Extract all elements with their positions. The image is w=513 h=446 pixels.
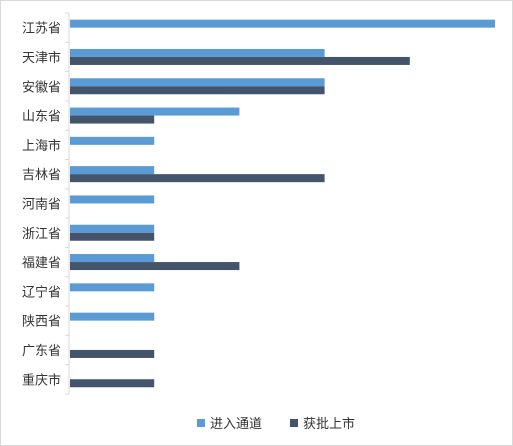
bar-series-1: [70, 195, 155, 204]
category-label: 上海市: [22, 138, 61, 154]
bar-series-1: [70, 283, 155, 292]
category-label: 江苏省: [22, 21, 61, 37]
bar-series-2: [70, 379, 155, 388]
bar-series-1: [70, 19, 495, 28]
bar-series-1: [70, 224, 155, 233]
bar-series-2: [70, 262, 240, 271]
bar-series-1: [70, 136, 155, 145]
bar-series-2: [70, 86, 325, 95]
bar-series-2: [70, 56, 410, 65]
category-label: 山东省: [22, 110, 61, 125]
legend-swatch: [197, 419, 205, 427]
category-label: 福建省: [22, 256, 61, 271]
category-label: 广东省: [22, 344, 61, 359]
legend-label: 进入通道: [210, 417, 262, 432]
legend-item-series-1: 进入通道: [197, 417, 262, 432]
bar-series-2: [70, 115, 155, 124]
bar-series-2: [70, 349, 155, 358]
bar-series-1: [70, 78, 325, 87]
bar-series-1: [70, 166, 155, 175]
category-label: 陕西省: [22, 315, 61, 330]
category-label: 重庆市: [22, 372, 61, 388]
category-label: 浙江省: [22, 227, 61, 242]
bar-series-2: [70, 232, 155, 241]
category-label: 河南省: [22, 196, 61, 212]
bar-series-1: [70, 254, 155, 263]
category-label: 辽宁省: [22, 284, 61, 300]
bar-series-1: [70, 107, 240, 116]
legend-swatch: [290, 419, 298, 427]
bar-series-1: [70, 312, 155, 321]
category-label: 吉林省: [22, 168, 61, 183]
bar-series-1: [70, 48, 325, 57]
category-label: 天津市: [22, 50, 61, 66]
bar-series-2: [70, 174, 325, 183]
legend-label: 获批上市: [303, 416, 355, 432]
category-label: 安徽省: [22, 80, 61, 95]
legend-item-series-2: 获批上市: [290, 416, 355, 432]
